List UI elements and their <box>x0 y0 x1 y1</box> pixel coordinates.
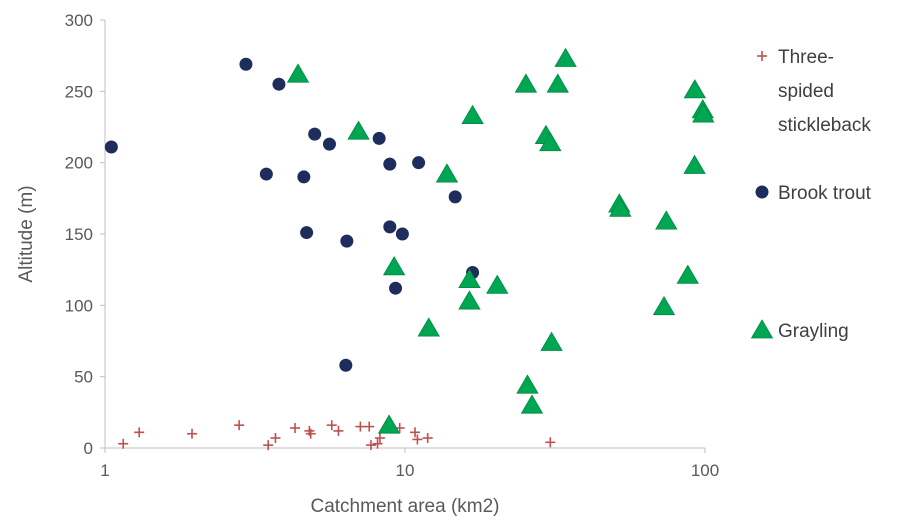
y-tick-label: 150 <box>65 225 93 244</box>
plus-point <box>270 433 281 444</box>
circle-point <box>272 77 286 91</box>
x-tick-label: 100 <box>691 461 719 480</box>
circle-point <box>239 57 253 71</box>
circle-point <box>339 358 353 372</box>
y-tick-label: 250 <box>65 82 93 101</box>
y-tick-label: 300 <box>65 11 93 30</box>
triangle-point <box>520 394 544 414</box>
legend-item: Brook trout <box>755 183 872 204</box>
triangle-point <box>286 63 310 83</box>
legend-circle-icon <box>755 185 769 199</box>
plus-point <box>374 433 385 444</box>
legend-label-line: spided <box>778 81 834 102</box>
triangle-point <box>458 268 481 289</box>
circle-point <box>259 167 273 181</box>
circle-point <box>372 131 386 145</box>
legend-label: Brook trout <box>778 183 872 204</box>
circle-point <box>104 140 118 154</box>
x-axis-title: Catchment area (km2) <box>310 496 499 517</box>
plus-point <box>355 421 366 432</box>
plus-point <box>410 427 421 438</box>
plus-point <box>118 438 129 449</box>
series-0 <box>118 420 556 451</box>
triangle-point <box>377 414 401 434</box>
triangle-point <box>554 47 577 67</box>
plus-point <box>365 440 376 451</box>
legend: Three-spided stickleback Brook trout Grayli… <box>750 47 872 342</box>
plus-point <box>326 420 337 431</box>
circle-point <box>308 127 322 141</box>
triangle-point <box>540 331 563 351</box>
triangle-point <box>546 73 569 93</box>
plus-point <box>412 434 423 445</box>
circle-point <box>383 157 397 171</box>
circle-point <box>395 227 409 241</box>
x-tick-label: 1 <box>100 461 109 480</box>
x-tick-label: 10 <box>396 461 415 480</box>
triangle-point <box>676 264 699 284</box>
triangle-point <box>655 210 678 230</box>
circle-point <box>322 137 336 151</box>
triangle-point <box>683 79 707 99</box>
triangle-point <box>435 163 459 183</box>
axes <box>100 19 706 453</box>
plus-point <box>263 440 274 451</box>
triangle-point <box>382 256 406 276</box>
tick-labels: 0 50 100 150 200 250 300 1 10 100 <box>65 11 720 480</box>
plus-point <box>290 423 301 434</box>
triangle-point <box>609 197 632 217</box>
legend-label-line: Three- <box>778 47 834 68</box>
circle-point <box>412 156 426 170</box>
plus-point <box>305 428 316 439</box>
triangle-point <box>516 374 539 394</box>
y-tick-label: 200 <box>65 154 93 173</box>
triangle-point <box>539 131 562 152</box>
series-2 <box>286 47 715 434</box>
plus-point <box>545 437 556 448</box>
triangle-point <box>458 290 481 310</box>
circle-point <box>297 170 311 184</box>
legend-item: Three-spided stickleback <box>757 47 871 136</box>
plus-point <box>134 427 145 438</box>
y-tick-label: 0 <box>84 439 93 458</box>
plus-point <box>372 438 383 449</box>
legend-label: Grayling <box>778 321 849 342</box>
plus-point <box>364 421 375 432</box>
data-points <box>104 47 715 451</box>
plus-point <box>422 433 433 444</box>
series-1 <box>104 57 480 372</box>
plus-point <box>187 428 198 439</box>
legend-item: Grayling <box>750 319 849 342</box>
legend-triangle-icon <box>750 319 774 339</box>
triangle-point <box>652 295 676 316</box>
legend-plus-icon <box>757 51 767 61</box>
circle-point <box>383 220 397 234</box>
y-tick-label: 100 <box>65 296 93 315</box>
circle-point <box>340 234 354 248</box>
triangle-point <box>692 103 715 123</box>
y-tick-label: 50 <box>74 368 93 387</box>
triangle-point <box>417 317 440 337</box>
triangle-point <box>683 154 706 174</box>
plus-point <box>333 425 344 436</box>
triangle-point <box>347 120 370 140</box>
triangle-point <box>461 104 484 124</box>
triangle-point <box>514 73 538 93</box>
circle-point <box>448 190 462 204</box>
legend-label-line: stickleback <box>778 115 871 136</box>
y-axis-title: Altitude (m) <box>16 185 37 282</box>
circle-point <box>300 226 314 240</box>
circle-point <box>389 281 403 295</box>
triangle-point <box>486 274 509 294</box>
plus-point <box>234 420 245 431</box>
